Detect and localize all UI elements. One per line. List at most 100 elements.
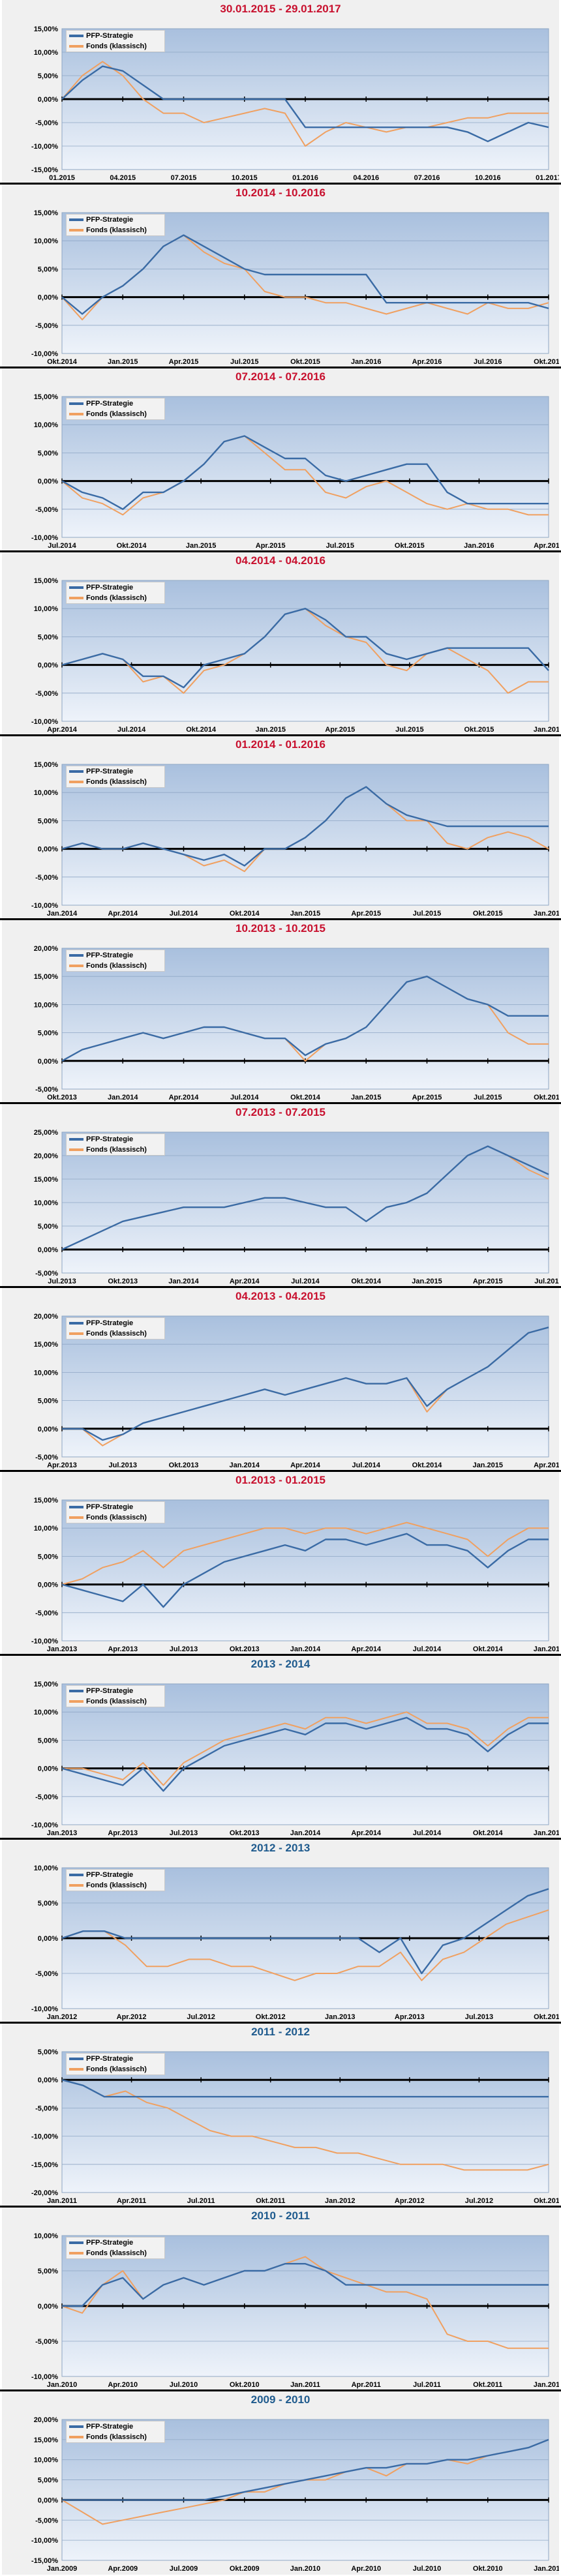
x-tick-label: Jan.2015	[108, 358, 138, 366]
legend: PFP-Strategie Fonds (klassisch)	[66, 2421, 165, 2443]
legend-label-strategy: PFP-Strategie	[86, 768, 134, 775]
series-line-strategy	[62, 1326, 549, 1441]
x-tick-label: Jan.2011	[290, 2381, 320, 2389]
x-tick-label: Okt.2014	[117, 542, 147, 550]
y-tick-label: 20,00%	[34, 1313, 59, 1321]
x-tick-label: Jul.2013	[48, 1278, 76, 1285]
legend-swatch-strategy	[69, 1690, 83, 1693]
legend: PFP-Strategie Fonds (klassisch)	[66, 1685, 165, 1707]
chart-title: 04.2014 - 04.2016	[235, 554, 326, 567]
x-tick-label: Okt.2015	[395, 542, 425, 550]
chart-title: 10.2014 - 10.2016	[235, 187, 326, 199]
legend: PFP-Strategie Fonds (klassisch)	[66, 766, 165, 788]
y-tick-label: -5,00%	[35, 2104, 58, 2112]
y-tick-label: 10,00%	[34, 605, 59, 613]
series-line-fund	[61, 2079, 549, 2171]
legend-swatch-strategy	[69, 35, 83, 38]
chart-panel: 04.2013 - 04.2015 20,00% 15,00% 10,00% 5,00%…	[2, 1287, 559, 1471]
chart-title: 01.2013 - 01.2015	[235, 1474, 326, 1486]
legend-entry-fund: Fonds (klassisch)	[67, 41, 164, 52]
x-tick-label: Apr.2010	[351, 2565, 381, 2573]
y-tick-label: -10,00%	[31, 1821, 58, 1829]
legend-entry-fund: Fonds (klassisch)	[67, 1328, 164, 1339]
y-tick-label: 0,00%	[38, 1765, 58, 1773]
chart-svg: 15,00%10,00%5,00%0,00%-5,00%-10,00%Jan.2…	[31, 1497, 559, 1653]
chart-panel: 01.2014 - 01.2016 15,00% 10,00% 5,00% 0,00% -…	[2, 736, 559, 920]
y-tick-label: -15,00%	[31, 2161, 58, 2169]
legend-label-strategy: PFP-Strategie	[86, 1319, 134, 1327]
x-tick-label: 01.2016	[292, 174, 318, 182]
legend-label-strategy: PFP-Strategie	[86, 2423, 134, 2431]
x-tick-label: Jan.2015	[351, 1094, 381, 1101]
chart-panel: 2009 - 2010 20,00% 15,00% 10,00% 5,00% 0,00% -…	[2, 2391, 559, 2575]
y-tick-label: 5,00%	[38, 1398, 58, 1405]
y-tick-label: -15,00%	[31, 2557, 58, 2565]
y-tick-label: 0,00%	[38, 1058, 58, 1066]
x-tick-label: Jan.2015	[186, 542, 216, 550]
x-tick-label: Apr.2015	[256, 542, 286, 550]
x-tick-label: Okt.2014	[351, 1278, 382, 1285]
chart-panel: 07.2013 - 07.2015 25,00% 20,00% 15,00% 10,00…	[2, 1103, 559, 1287]
chart-panel: 2010 - 2011 10,00% 5,00% 0,00% -5,00% -10,00%…	[2, 2207, 559, 2391]
x-tick-label: Jan.2015	[290, 910, 320, 918]
y-tick-label: 5,00%	[38, 1223, 58, 1231]
legend-swatch-strategy	[69, 586, 83, 590]
legend-entry-fund: Fonds (klassisch)	[67, 777, 164, 787]
y-tick-label: 15,00%	[34, 209, 59, 217]
y-tick-label: -10,00%	[31, 350, 58, 358]
y-tick-label: 10,00%	[34, 2457, 59, 2464]
legend-entry-strategy: PFP-Strategie	[67, 2238, 164, 2248]
y-tick-label: 15,00%	[34, 577, 59, 585]
y-tick-label: 15,00%	[34, 973, 59, 981]
legend-entry-strategy: PFP-Strategie	[67, 215, 164, 225]
legend-label-strategy: PFP-Strategie	[86, 32, 134, 40]
series-line-strategy	[61, 607, 549, 689]
series-line-strategy	[61, 435, 549, 511]
x-tick-label: Apr.2014	[351, 1645, 382, 1653]
chart-panel: 10.2013 - 10.2015 20,00% 15,00% 10,00% 5,00%…	[2, 920, 559, 1103]
legend-entry-strategy: PFP-Strategie	[67, 1134, 164, 1145]
x-tick-label: Apr.2015	[534, 1461, 559, 1469]
y-tick-label: -10,00%	[31, 143, 58, 151]
legend-swatch-strategy	[69, 954, 83, 957]
x-tick-label: Jan.2010	[290, 2565, 320, 2573]
y-tick-label: -10,00%	[31, 2133, 58, 2141]
x-tick-label: Jul.2010	[170, 2381, 198, 2389]
legend-entry-strategy: PFP-Strategie	[67, 1686, 164, 1696]
y-tick-label: 10,00%	[34, 1369, 59, 1377]
x-tick-label: Jul.2014	[413, 1645, 442, 1653]
x-tick-label: Apr.2013	[108, 1645, 138, 1653]
series-line-strategy	[61, 234, 549, 315]
x-tick-label: Okt.2012	[256, 2013, 286, 2021]
y-tick-label: 5,00%	[38, 817, 58, 825]
legend-swatch-fund	[69, 1332, 83, 1336]
legend-entry-strategy: PFP-Strategie	[67, 950, 164, 961]
y-tick-label: 15,00%	[34, 1341, 59, 1349]
legend: PFP-Strategie Fonds (klassisch)	[66, 1869, 165, 1891]
legend-swatch-strategy	[69, 1874, 83, 1877]
legend-swatch-strategy	[69, 218, 83, 222]
x-tick-label: Jan.2016	[534, 726, 559, 734]
y-tick-label: 0,00%	[38, 1935, 58, 1943]
x-tick-label: Okt.2013	[534, 2013, 559, 2021]
x-tick-label: Apr.2010	[108, 2381, 138, 2389]
legend-swatch-strategy	[69, 1138, 83, 1141]
panel-separator	[0, 918, 561, 920]
x-tick-label: Jul.2015	[534, 1278, 559, 1285]
y-tick-label: 5,00%	[38, 265, 58, 273]
y-tick-label: 15,00%	[34, 1176, 59, 1184]
series-line-fund	[61, 1521, 549, 1585]
y-tick-label: -10,00%	[31, 902, 58, 910]
x-tick-label: Jan.2015	[473, 1461, 503, 1469]
legend-swatch-fund	[69, 1700, 83, 1703]
legend-entry-strategy: PFP-Strategie	[67, 2421, 164, 2432]
x-tick-label: Jul.2013	[109, 1461, 137, 1469]
y-tick-label: -5,00%	[35, 690, 58, 698]
legend-entry-fund: Fonds (klassisch)	[67, 2064, 164, 2074]
legend-entry-fund: Fonds (klassisch)	[67, 2432, 164, 2442]
plot-area	[61, 1499, 549, 1641]
y-tick-label: 10,00%	[34, 1525, 59, 1533]
chart-panel: 10.2014 - 10.2016 15,00% 10,00% 5,00% 0,00% -…	[2, 184, 559, 368]
x-tick-label: Jan.2014	[290, 1645, 321, 1653]
series-line-strategy	[61, 1533, 549, 1608]
